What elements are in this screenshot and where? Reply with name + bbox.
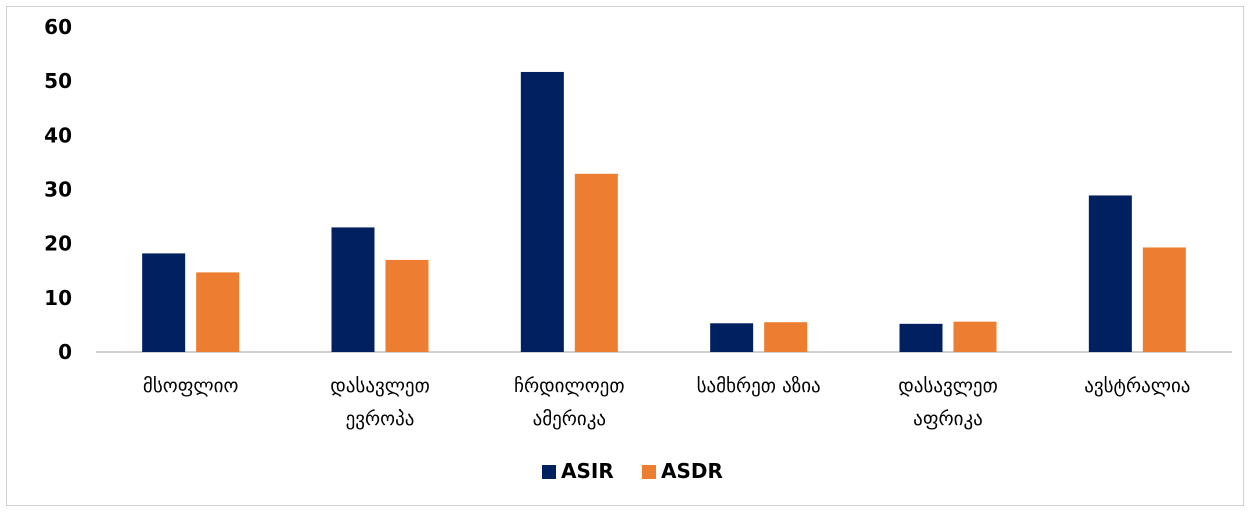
x-category-label: ავსტრალია (1084, 375, 1190, 397)
y-tick-label: 40 (44, 123, 72, 147)
x-category-label: სამხრეთ აზია (697, 375, 821, 397)
legend-label-asir: ASIR (561, 459, 614, 483)
x-category-label: მსოფლიო (143, 375, 239, 397)
bar-asdr (385, 259, 429, 352)
legend-swatch-asir (542, 465, 556, 479)
y-tick-label: 30 (44, 178, 72, 202)
y-tick-label: 60 (44, 15, 72, 39)
legend-label-asdr: ASDR (661, 459, 723, 483)
x-category-label: ჩრდილოეთ (514, 375, 624, 397)
bar-asir (520, 71, 564, 352)
x-category-label: დასავლეთ (898, 375, 998, 397)
bar-asdr (196, 272, 240, 352)
chart-frame (6, 6, 1244, 506)
y-tick-label: 0 (58, 340, 72, 364)
legend-swatch-asdr (642, 465, 656, 479)
x-category-label: ამერიკა (533, 408, 607, 430)
bar-asdr (764, 322, 808, 352)
x-category-label: დასავლეთ (330, 375, 430, 397)
y-tick-label: 10 (44, 286, 72, 310)
bar-asdr (574, 173, 618, 352)
x-category-label: ევროპა (346, 408, 415, 430)
y-tick-label: 20 (44, 232, 72, 256)
bar-asir (142, 253, 186, 352)
bar-asir (710, 323, 754, 352)
bar-asdr (1142, 247, 1186, 352)
bar-asir (899, 323, 943, 352)
bar-asir (1088, 195, 1132, 352)
y-tick-label: 50 (44, 69, 72, 93)
bar-asdr (953, 321, 997, 352)
x-category-label: აფრიკა (913, 408, 983, 430)
bar-asir (331, 227, 375, 352)
